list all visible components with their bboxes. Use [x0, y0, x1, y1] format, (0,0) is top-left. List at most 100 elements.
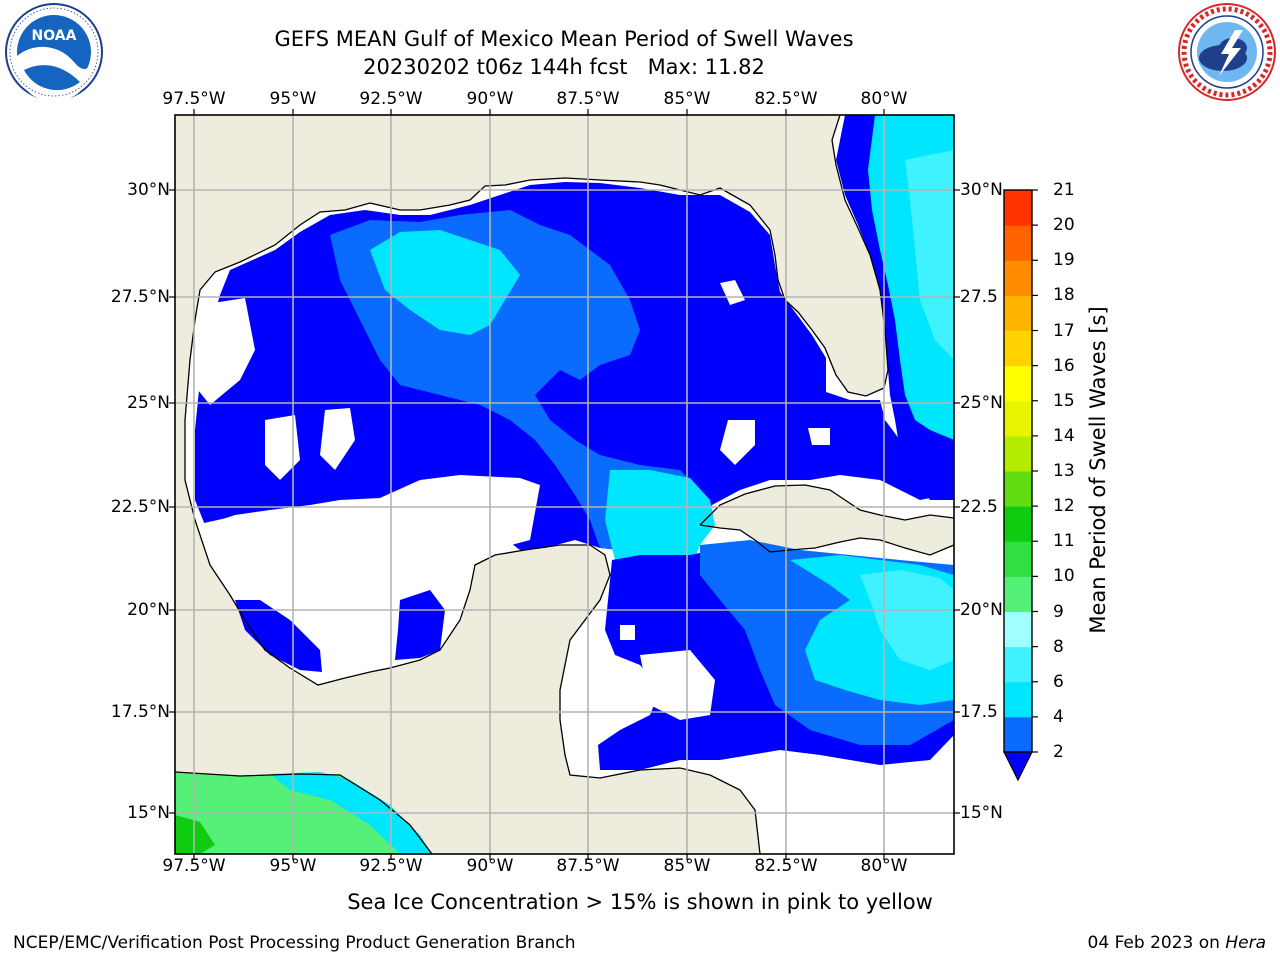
swell-gap-1 [265, 415, 300, 480]
swell-gap-5 [808, 428, 830, 445]
lat-label-right: 25°N [960, 393, 1003, 413]
footer-branch: NCEP/EMC/Verification Post Processing Pr… [13, 933, 576, 953]
colorbar-segment [1004, 400, 1032, 437]
lon-label-top: 95°W [269, 89, 317, 109]
footer-date-text: 04 Feb 2023 on [1087, 933, 1220, 953]
colorbar-tick-label: 18 [1053, 285, 1075, 306]
swell-gap-7 [620, 625, 635, 640]
colorbar-under-arrow [1003, 751, 1033, 782]
lon-label-top: 85°W [663, 89, 711, 109]
colorbar-tick-label: 15 [1053, 390, 1075, 411]
swell-gap-2 [320, 408, 355, 470]
colorbar-tick-label: 6 [1053, 671, 1064, 692]
lat-label-right: 20°N [960, 600, 1003, 620]
colorbar-segment [1004, 471, 1032, 507]
lat-label-left: 27.5°N [110, 287, 170, 307]
lat-label-left: 15°N [127, 803, 170, 823]
colorbar-segment [1004, 716, 1032, 753]
colorbar-tick-label: 10 [1053, 566, 1075, 587]
cuba-coastline [699, 484, 954, 556]
lon-label-bottom: 82.5°W [754, 856, 818, 876]
lon-label-top: 90°W [466, 89, 514, 109]
colorbar-tick-label: 17 [1053, 320, 1075, 341]
swell-gap-6 [640, 650, 715, 720]
colorbar-tick-label: 2 [1053, 742, 1064, 762]
lon-label-bottom: 97.5°W [162, 856, 226, 876]
sea-ice-note: Sea Ice Concentration > 15% is shown in … [347, 890, 933, 914]
map-frame [174, 114, 955, 855]
pacific-coastline [175, 771, 433, 854]
noaa-logo-text: NOAA [32, 28, 77, 44]
lat-label-left: 20°N [127, 600, 170, 620]
colorbar-segment [1004, 225, 1032, 261]
swell-gap-4 [720, 280, 745, 305]
colorbar [1003, 189, 1038, 782]
lat-label-left: 22.5°N [110, 497, 170, 517]
lat-label-left: 25°N [127, 393, 170, 413]
lat-label-right: 30°N [960, 180, 1003, 200]
colorbar-tick-label: 4 [1053, 706, 1064, 727]
gridlines [175, 115, 954, 854]
map-area [175, 115, 954, 854]
colorbar-label: Mean Period of Swell Waves [s] [1086, 306, 1110, 634]
swell-gap-3 [720, 420, 755, 465]
lon-label-bottom: 87.5°W [556, 856, 620, 876]
colorbar-segment [1004, 365, 1032, 402]
lon-label-top: 97.5°W [162, 89, 226, 109]
colorbar-segment [1004, 435, 1032, 472]
chart-subtitle: 20230202 t06z 144h fcst Max: 11.82 [0, 55, 1128, 79]
lon-label-top: 80°W [860, 89, 908, 109]
title-spacer [628, 55, 648, 79]
colorbar-segment [1004, 576, 1032, 612]
noaa-logo: NOAA [5, 3, 103, 102]
forecast-run: 20230202 t06z 144h fcst [363, 55, 628, 79]
colorbar-tick-label: 9 [1053, 601, 1064, 622]
colorbar-segment [1004, 330, 1032, 367]
colorbar-tick-label: 16 [1053, 355, 1075, 376]
lat-label-left: 30°N [127, 180, 170, 200]
colorbar-tick-label: 21 [1053, 180, 1075, 200]
lon-label-top: 82.5°W [754, 89, 818, 109]
lat-label-right: 27.5 [960, 287, 998, 307]
chart-title: GEFS MEAN Gulf of Mexico Mean Period of … [274, 27, 854, 51]
map-ticks [169, 109, 960, 860]
lon-label-bottom: 90°W [466, 856, 514, 876]
colorbar-tick-label: 12 [1053, 496, 1075, 517]
swell-region-pacific-dark [175, 815, 215, 854]
max-value: Max: 11.82 [647, 55, 765, 79]
swell-region-high-gulf [370, 230, 520, 335]
colorbar-segment [1004, 681, 1032, 718]
lon-label-bottom: 92.5°W [359, 856, 423, 876]
colorbar-tick-label: 14 [1053, 425, 1075, 446]
swell-region-higher-atlantic [905, 150, 954, 360]
colorbar-segment [1004, 190, 1032, 226]
lon-label-top: 92.5°W [359, 89, 423, 109]
nws-logo [1178, 3, 1276, 101]
colorbar-segment [1004, 260, 1032, 296]
swell-gap-8 [198, 298, 255, 405]
colorbar-segment [1004, 295, 1032, 331]
lon-label-bottom: 80°W [860, 856, 908, 876]
colorbar-tick-label: 11 [1053, 531, 1075, 552]
colorbar-tick-label: 13 [1053, 461, 1075, 481]
footer-host: Hera [1225, 933, 1266, 953]
lon-label-bottom: 95°W [269, 856, 317, 876]
colorbar-segment [1004, 541, 1032, 577]
colorbar-segment [1004, 611, 1032, 648]
lat-label-right: 15°N [960, 803, 1003, 823]
lat-label-left: 17.5°N [110, 702, 170, 722]
coastline [184, 115, 889, 854]
colorbar-tick-label: 8 [1053, 636, 1064, 657]
colorbar-tick-label: 19 [1053, 250, 1075, 271]
colorbar-segment [1004, 506, 1032, 542]
lat-label-right: 17.5 [960, 702, 998, 722]
colorbar-segment [1004, 646, 1032, 683]
swell-gap-southern-gulf [195, 475, 540, 662]
colorbar-tick-label: 20 [1053, 215, 1075, 236]
lon-label-top: 87.5°W [556, 89, 620, 109]
swell-blob-south [395, 590, 445, 660]
lon-label-bottom: 85°W [663, 856, 711, 876]
footer-date: 04 Feb 2023 on Hera [1088, 933, 1266, 953]
lat-label-right: 22.5 [960, 497, 998, 517]
